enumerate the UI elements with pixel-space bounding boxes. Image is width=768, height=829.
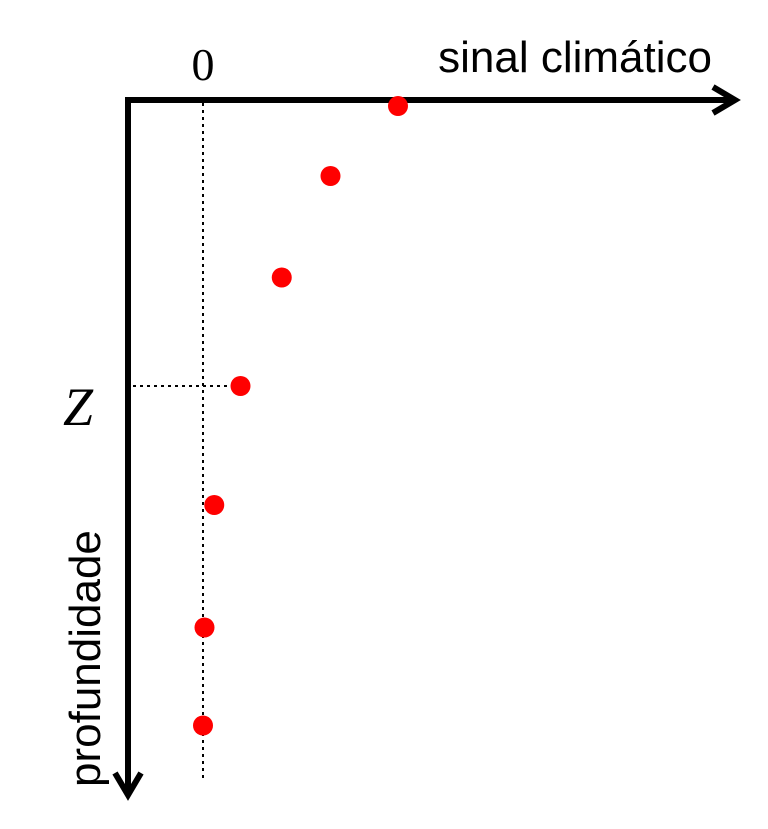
z-marker-label: Z	[63, 377, 94, 437]
data-point-5	[204, 495, 225, 515]
x-axis-arrow-icon	[711, 84, 741, 116]
data-point-6	[194, 617, 215, 638]
data-point-4	[230, 376, 251, 396]
x-tick-label-zero: 0	[192, 39, 215, 90]
y-axis-label: profundidade	[61, 530, 110, 787]
data-point-7	[193, 715, 213, 736]
data-points	[193, 96, 408, 736]
x-axis-label: sinal climático	[438, 33, 712, 82]
data-point-2	[320, 166, 341, 186]
y-axis-arrow-icon	[112, 771, 144, 801]
data-point-3	[271, 267, 292, 288]
data-point-1	[388, 96, 408, 116]
